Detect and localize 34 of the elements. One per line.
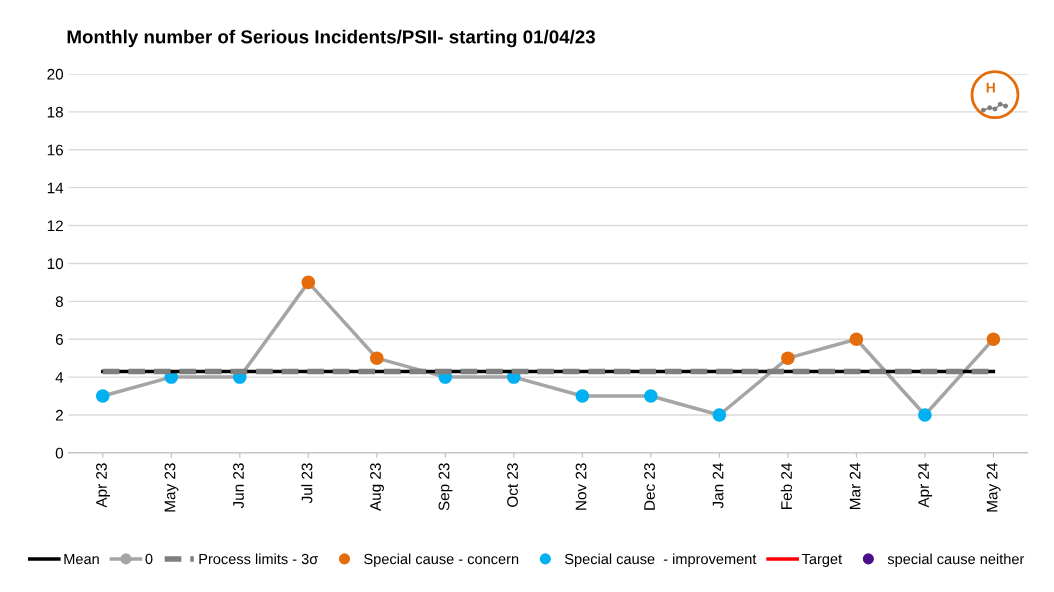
y-tick-label: 10	[47, 258, 64, 270]
y-tick-label: 12	[47, 220, 63, 232]
y-tick-label: 0	[55, 447, 64, 459]
x-tick-label: Apr 23	[96, 463, 110, 508]
legend-label: Special cause - concern	[364, 553, 519, 568]
x-tick-label: May 24	[986, 463, 1001, 512]
x-tick-label: Apr 24	[918, 463, 933, 508]
annotation: H	[986, 82, 995, 93]
legend-label: Special cause - improvement	[564, 553, 757, 568]
y-tick-label: 18	[47, 106, 63, 118]
chart-title: Monthly number of Serious Incidents/PSII- starting 01/04/23	[67, 29, 595, 48]
x-tick-label: Dec 23	[644, 463, 655, 510]
legend-label: special cause neither	[887, 553, 1025, 568]
legend-label: Target	[801, 553, 842, 568]
x-tick-label: May 23	[164, 463, 179, 512]
x-tick-label: Feb 24	[780, 463, 792, 509]
legend-label: 0	[145, 553, 153, 565]
y-tick-label: 8	[55, 296, 63, 308]
legend-label: Process limits - 3σ	[199, 553, 319, 565]
x-tick-label: Mar 24	[849, 463, 861, 509]
legend-label: Mean	[64, 553, 99, 565]
x-tick-label: Jul 23	[301, 463, 313, 504]
y-tick-label: 14	[47, 182, 64, 194]
y-tick-label: 6	[55, 334, 63, 345]
x-tick-label: Jan 24	[712, 463, 724, 509]
x-tick-label: Sep 23	[438, 463, 453, 511]
x-tick-label: Jun 23	[233, 463, 244, 509]
y-tick-label: 2	[55, 409, 63, 421]
x-tick-label: Aug 23	[370, 463, 384, 511]
y-tick-label: 20	[47, 68, 64, 80]
y-tick-label: 4	[55, 372, 64, 383]
x-tick-label: Nov 23	[575, 463, 587, 510]
x-tick-label: Oct 23	[507, 463, 518, 507]
y-tick-label: 16	[47, 144, 63, 156]
